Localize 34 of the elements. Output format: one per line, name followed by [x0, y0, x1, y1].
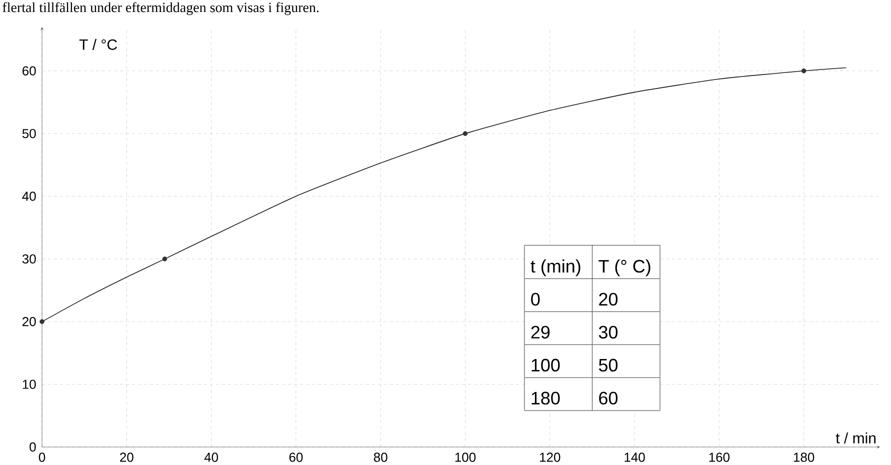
point [40, 319, 44, 324]
chart-title: flertal tillfällen under eftermiddagen som visas i figuren. [2, 2, 319, 15]
y-axis-title: T / °C [79, 38, 117, 50]
y-tick-label: 60 [22, 66, 36, 76]
annotation: 29 [531, 326, 550, 338]
annotation: 30 [598, 326, 618, 338]
y-tick-label: 50 [22, 128, 36, 138]
x-axis-title: t / min [836, 432, 876, 444]
y-tick-label: 30 [22, 254, 36, 264]
y-tick-label: 20 [22, 316, 36, 326]
annotation: 180 [532, 392, 560, 404]
x-tick-label: 120 [540, 452, 560, 462]
x-tick-label: 80 [374, 452, 388, 462]
annotation: t (min) [530, 259, 580, 276]
y-tick-label: 10 [22, 380, 36, 389]
point [462, 131, 468, 136]
x-tick-label: 160 [709, 452, 730, 462]
annotation: 20 [599, 292, 618, 306]
x-tick-label: 100 [455, 452, 476, 462]
x-tick-label: 40 [204, 452, 218, 462]
annotation: 100 [532, 358, 560, 372]
x-tick-label: 20 [120, 452, 134, 462]
y-tick-label: 0 [30, 442, 36, 452]
x-tick-label: 0 [38, 452, 46, 462]
x-tick-label: 180 [794, 452, 814, 462]
y-tick-label: 40 [22, 192, 36, 201]
point [162, 256, 168, 262]
annotation: 50 [598, 358, 618, 372]
x-tick-label: 140 [624, 452, 645, 462]
annotation: 60 [599, 392, 618, 404]
point [801, 68, 806, 74]
x-tick-label: 60 [289, 452, 303, 462]
annotation: T (° C) [598, 259, 650, 276]
annotation: 0 [531, 292, 540, 306]
